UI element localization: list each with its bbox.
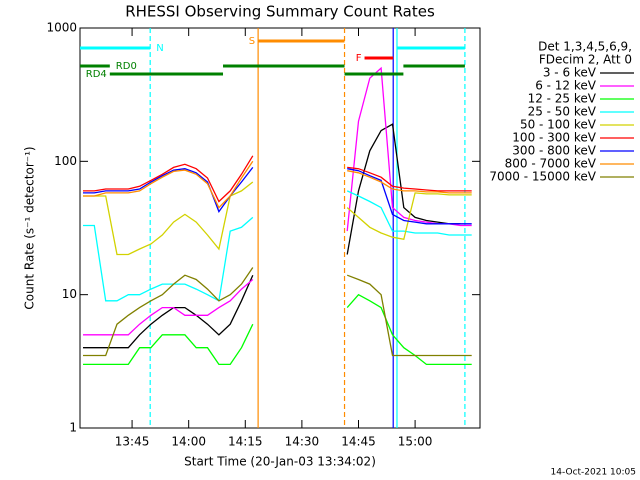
legend-label: 12 - 25 keV [528,92,597,106]
footer: 14-Oct-2021 10:05 [551,468,636,478]
legend-header: Det 1,3,4,5,6,9, [538,40,632,54]
legend-label: 100 - 300 keV [512,131,596,145]
legend-label: 50 - 100 keV [520,118,597,132]
legend-label: 6 - 12 keV [535,79,597,93]
series-line [83,190,472,302]
x-tick-label: 14:15 [228,435,263,449]
y-tick-label: 1000 [46,21,77,35]
series-line [83,181,472,256]
x-tick-label: 15:00 [398,435,433,449]
legend-label: 300 - 800 keV [512,144,596,158]
legend-label: 3 - 6 keV [543,66,597,80]
y-tick-label: 1 [69,421,77,435]
series-line [83,160,472,209]
y-tick-label: 100 [54,154,77,168]
x-tick-label: 14:00 [171,435,206,449]
series-line [83,155,472,203]
flag-label: RD4 [86,69,107,80]
series-line [83,123,461,349]
y-tick-label: 10 [62,287,77,301]
y-axis-label: Count Rate (s⁻¹ detector⁻¹) [23,146,37,309]
x-tick-label: 13:45 [115,435,150,449]
series-line [83,167,472,225]
flag-label: S [249,36,255,47]
series-line [83,267,472,357]
legend-header: FDecim 2, Att 0 [539,53,632,67]
legend-label: 7000 - 15000 keV [489,170,596,184]
flag-label: F [356,53,362,64]
flag-label: N [156,43,163,54]
legend-label: 25 - 50 keV [528,105,597,119]
x-axis-label: Start Time (20-Jan-03 13:34:02) [184,455,376,469]
plot-frame [79,27,481,429]
series-line [83,293,472,366]
x-tick-label: 14:45 [341,435,376,449]
x-tick-label: 14:30 [285,435,320,449]
flag-label: RD0 [116,61,137,72]
legend-label: 800 - 7000 keV [505,157,597,171]
chart-title: RHESSI Observing Summary Count Rates [125,3,435,21]
